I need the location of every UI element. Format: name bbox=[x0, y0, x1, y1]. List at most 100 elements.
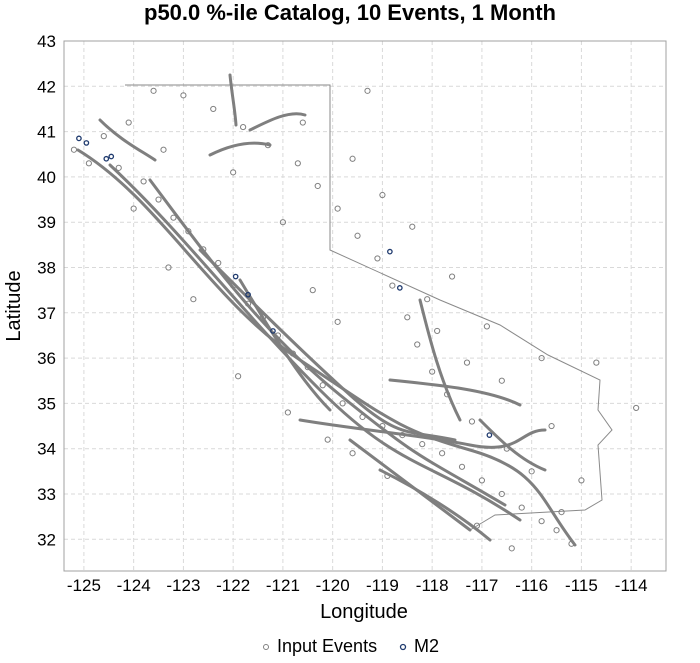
input-event-point bbox=[424, 296, 431, 303]
input-event-point bbox=[215, 259, 222, 267]
input-event-point bbox=[289, 350, 296, 357]
input-event-point bbox=[319, 382, 326, 389]
input-event-point bbox=[125, 119, 132, 126]
y-tick-label: 36 bbox=[37, 349, 56, 368]
m2-event-point bbox=[396, 285, 403, 291]
input-event-point bbox=[230, 169, 237, 176]
y-tick-labels: 32 33 34 35 36 37 38 39 40 41 42 43 bbox=[37, 32, 56, 549]
grid bbox=[64, 40, 666, 571]
m2-event-point bbox=[486, 432, 493, 438]
plot-area bbox=[70, 73, 640, 552]
input-event-point bbox=[498, 377, 505, 384]
y-tick-label: 35 bbox=[37, 394, 56, 413]
x-axis-label: Longitude bbox=[320, 601, 408, 623]
y-tick-label: 40 bbox=[37, 168, 56, 187]
input-event-point bbox=[448, 273, 456, 280]
input-event-point bbox=[364, 87, 371, 94]
x-tick-label: -121 bbox=[266, 576, 300, 595]
input-event-point bbox=[483, 323, 490, 330]
input-event-point bbox=[518, 504, 525, 511]
m2-event-point bbox=[76, 135, 82, 142]
input-event-point bbox=[463, 359, 471, 366]
m2-events bbox=[76, 135, 493, 438]
x-tick-label: -122 bbox=[216, 576, 250, 595]
input-event-point bbox=[304, 364, 311, 371]
legend-label-m2: M2 bbox=[414, 636, 439, 656]
input-event-point bbox=[508, 545, 515, 552]
legend-label-input-events: Input Events bbox=[277, 636, 377, 656]
input-event-point bbox=[538, 354, 545, 362]
input-event-point bbox=[349, 450, 356, 457]
input-event-point bbox=[538, 518, 545, 525]
x-tick-label: -117 bbox=[466, 576, 499, 595]
input-event-point bbox=[374, 255, 381, 262]
input-event-point bbox=[568, 540, 575, 547]
m2-event-point bbox=[83, 140, 90, 146]
input-event-point bbox=[334, 318, 341, 325]
input-event-point bbox=[528, 468, 535, 475]
y-tick-label: 37 bbox=[37, 304, 56, 323]
x-tick-labels: -125 -124 -123 -122 -121 -120 -119 -118 -117 -116… bbox=[67, 576, 648, 595]
legend-marker-input-events bbox=[263, 644, 269, 650]
input-event-point bbox=[439, 450, 446, 457]
x-tick-label: -120 bbox=[316, 576, 350, 595]
input-event-point bbox=[548, 422, 555, 430]
m2-event-point bbox=[270, 328, 276, 334]
input-event-point bbox=[140, 178, 147, 185]
input-event-point bbox=[240, 123, 247, 131]
y-tick-label: 33 bbox=[37, 485, 56, 504]
input-event-point bbox=[324, 436, 331, 443]
input-event-point bbox=[409, 223, 416, 230]
m2-event-point bbox=[245, 291, 251, 298]
x-tick-label: -123 bbox=[166, 576, 200, 595]
input-event-point bbox=[155, 196, 162, 203]
x-tick-label: -118 bbox=[416, 576, 449, 595]
input-event-point bbox=[339, 400, 346, 407]
input-event-point bbox=[503, 445, 510, 452]
fault-lines bbox=[76, 73, 577, 547]
input-event-point bbox=[414, 341, 421, 348]
input-event-point bbox=[384, 472, 391, 479]
input-event-point bbox=[70, 146, 78, 153]
input-event-point bbox=[210, 105, 217, 113]
input-event-point bbox=[190, 296, 197, 303]
input-event-point bbox=[558, 509, 565, 516]
state-outline bbox=[125, 84, 613, 531]
x-tick-label: -116 bbox=[515, 576, 548, 595]
input-event-point bbox=[399, 432, 406, 439]
input-event-point bbox=[165, 264, 172, 271]
input-event-point bbox=[553, 527, 560, 534]
input-event-point bbox=[334, 205, 341, 212]
x-tick-label: -114 bbox=[615, 576, 648, 595]
input-event-point bbox=[185, 228, 192, 235]
y-axis-label: Latitude bbox=[3, 270, 25, 341]
input-event-point bbox=[115, 164, 122, 171]
m2-event-point bbox=[103, 155, 110, 162]
input-events bbox=[70, 87, 640, 552]
x-tick-label: -125 bbox=[67, 576, 101, 595]
plot-frame bbox=[63, 40, 667, 572]
input-event-point bbox=[294, 160, 301, 167]
input-event-point bbox=[100, 133, 107, 140]
input-event-point bbox=[354, 232, 361, 239]
input-event-point bbox=[389, 282, 396, 289]
x-tick-label: -124 bbox=[117, 576, 151, 595]
input-event-point bbox=[429, 368, 436, 375]
input-event-point bbox=[443, 391, 451, 398]
m2-event-point bbox=[232, 273, 239, 280]
x-tick-label: -119 bbox=[366, 576, 399, 595]
input-event-point bbox=[284, 409, 291, 416]
input-event-point bbox=[478, 477, 486, 484]
input-event-point bbox=[379, 422, 386, 430]
input-event-point bbox=[244, 300, 252, 307]
legend-marker-m2 bbox=[399, 643, 407, 651]
input-event-point bbox=[299, 119, 306, 126]
input-event-point bbox=[235, 373, 242, 380]
input-event-point bbox=[274, 332, 282, 339]
input-event-point bbox=[150, 87, 157, 94]
y-tick-label: 42 bbox=[37, 77, 56, 96]
input-event-point bbox=[419, 441, 426, 448]
input-event-point bbox=[314, 182, 321, 190]
y-tick-label: 34 bbox=[37, 440, 56, 459]
